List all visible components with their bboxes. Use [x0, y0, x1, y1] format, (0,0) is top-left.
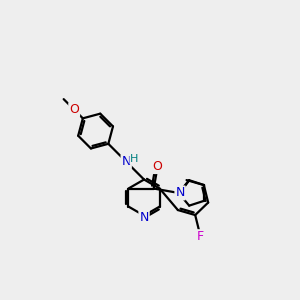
- Text: N: N: [140, 211, 149, 224]
- Text: F: F: [197, 230, 204, 243]
- Text: H: H: [130, 154, 139, 164]
- Text: O: O: [152, 160, 162, 173]
- Text: N: N: [122, 155, 131, 168]
- Text: O: O: [69, 103, 79, 116]
- Text: N: N: [176, 186, 185, 200]
